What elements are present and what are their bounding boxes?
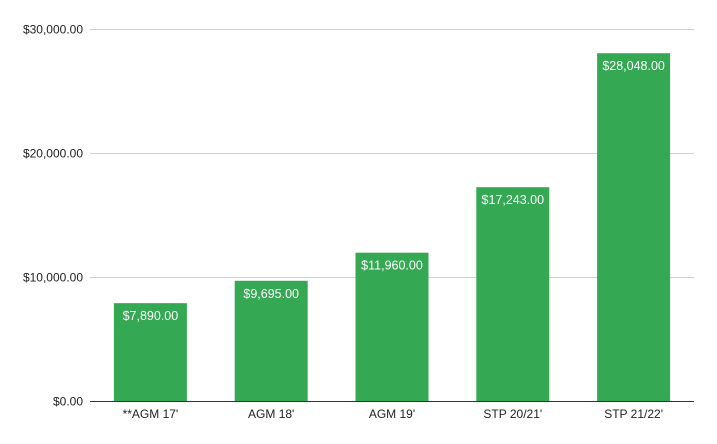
bar-data-label: $7,890.00	[123, 309, 179, 323]
y-tick-label: $10,000.00	[23, 271, 83, 285]
bar	[113, 303, 187, 401]
bar	[355, 252, 429, 401]
y-axis-tick-labels: $0.00 $10,000.00 $20,000.00 $30,000.00	[23, 23, 83, 409]
bar-data-label: $28,048.00	[602, 59, 665, 73]
bar	[597, 53, 671, 401]
y-tick-label: $0.00	[53, 395, 83, 409]
bars	[113, 53, 671, 401]
y-tick-label: $30,000.00	[23, 23, 83, 37]
x-tick-label: **AGM 17'	[123, 407, 179, 421]
data-labels: $7,890.00 $9,695.00 $11,960.00 $17,243.00 $2…	[123, 59, 665, 323]
bar-data-label: $9,695.00	[243, 287, 299, 301]
x-tick-label: STP 20/21'	[483, 407, 542, 421]
x-tick-label: AGM 18'	[248, 407, 294, 421]
bar-data-label: $11,960.00	[361, 259, 423, 273]
x-tick-label: AGM 19'	[369, 407, 415, 421]
bar	[234, 280, 308, 401]
y-tick-label: $20,000.00	[23, 147, 83, 161]
bar-data-label: $17,243.00	[482, 193, 545, 207]
x-axis-tick-labels: **AGM 17' AGM 18' AGM 19' STP 20/21' STP 21/…	[123, 407, 663, 421]
x-tick-label: STP 21/22'	[604, 407, 663, 421]
bar	[476, 187, 550, 401]
